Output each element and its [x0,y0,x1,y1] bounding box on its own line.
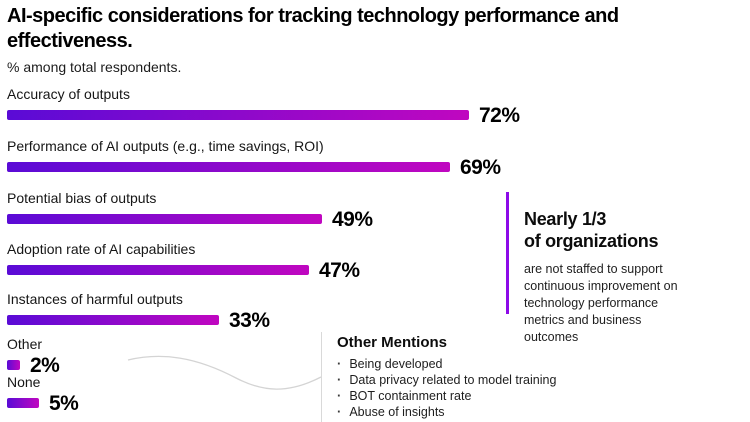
bullet-icon: · [337,388,342,403]
mentions-content: Other Mentions · Being developed · Data … [337,334,617,420]
bar-value: 72% [479,104,520,127]
annotation-headline-line1: Nearly 1/3 [524,209,607,229]
bar-line: 69% [7,155,750,179]
mention-text: Abuse of insights [349,405,445,419]
bar-label: Instances of harmful outputs [7,291,183,307]
bar-value: 69% [460,156,501,179]
annotation-text: Nearly 1/3 of organizations are not staf… [524,208,709,346]
bar [7,398,39,408]
page-title: AI-specific considerations for tracking … [7,5,619,52]
bar-line: 49% [7,207,750,231]
bar-row: Other 2% [7,336,750,377]
bar [7,315,219,325]
bullet-icon: · [337,372,342,387]
bar-line: 5% [7,391,750,415]
annotation-body: are not staffed to support continuous im… [524,262,678,344]
bar-line: 33% [7,308,750,332]
bar [7,214,322,224]
mention-item: · BOT containment rate [337,388,617,404]
bar-label: Other [7,336,43,352]
mentions-heading: Other Mentions [337,334,448,351]
bar-label: Performance of AI outputs (e.g., time sa… [7,138,324,154]
bar-row: Performance of AI outputs (e.g., time sa… [7,138,750,179]
bar-line: 72% [7,103,750,127]
accent-line [506,192,509,314]
bar-value: 49% [332,208,373,231]
bar-value: 33% [229,309,270,332]
mention-item: · Data privacy related to model training [337,372,617,388]
bar-value: 2% [30,354,60,377]
bar-row: Accuracy of outputs 72% [7,86,750,127]
bar-line: 2% [7,353,750,377]
bullet-icon: · [337,356,342,371]
bar [7,110,469,120]
mention-item: · Being developed [337,356,617,372]
page-subtitle: % among total respondents. [7,59,182,75]
mention-item: · Abuse of insights [337,404,617,420]
bar-row: None 5% [7,374,750,415]
mentions-list: · Being developed · Data privacy related… [337,356,617,420]
bar-line: 47% [7,258,750,282]
bar [7,162,450,172]
bar-label: None [7,374,41,390]
bar-row: Potential bias of outputs 49% [7,190,750,231]
mentions-divider-line [321,332,322,422]
mention-text: BOT containment rate [349,389,472,403]
bullet-icon: · [337,404,342,419]
bar-row: Adoption rate of AI capabilities 47% [7,241,750,282]
annotation-headline-line2: of organizations [524,231,659,251]
bar [7,360,20,370]
mention-text: Being developed [349,357,443,371]
bar-label: Accuracy of outputs [7,86,130,102]
mention-text: Data privacy related to model training [349,373,557,387]
bar-label: Potential bias of outputs [7,190,157,206]
bar-row: Instances of harmful outputs 33% [7,291,750,332]
bar-value: 47% [319,259,360,282]
bar-value: 5% [49,392,79,415]
bar [7,265,309,275]
bar-label: Adoption rate of AI capabilities [7,241,196,257]
